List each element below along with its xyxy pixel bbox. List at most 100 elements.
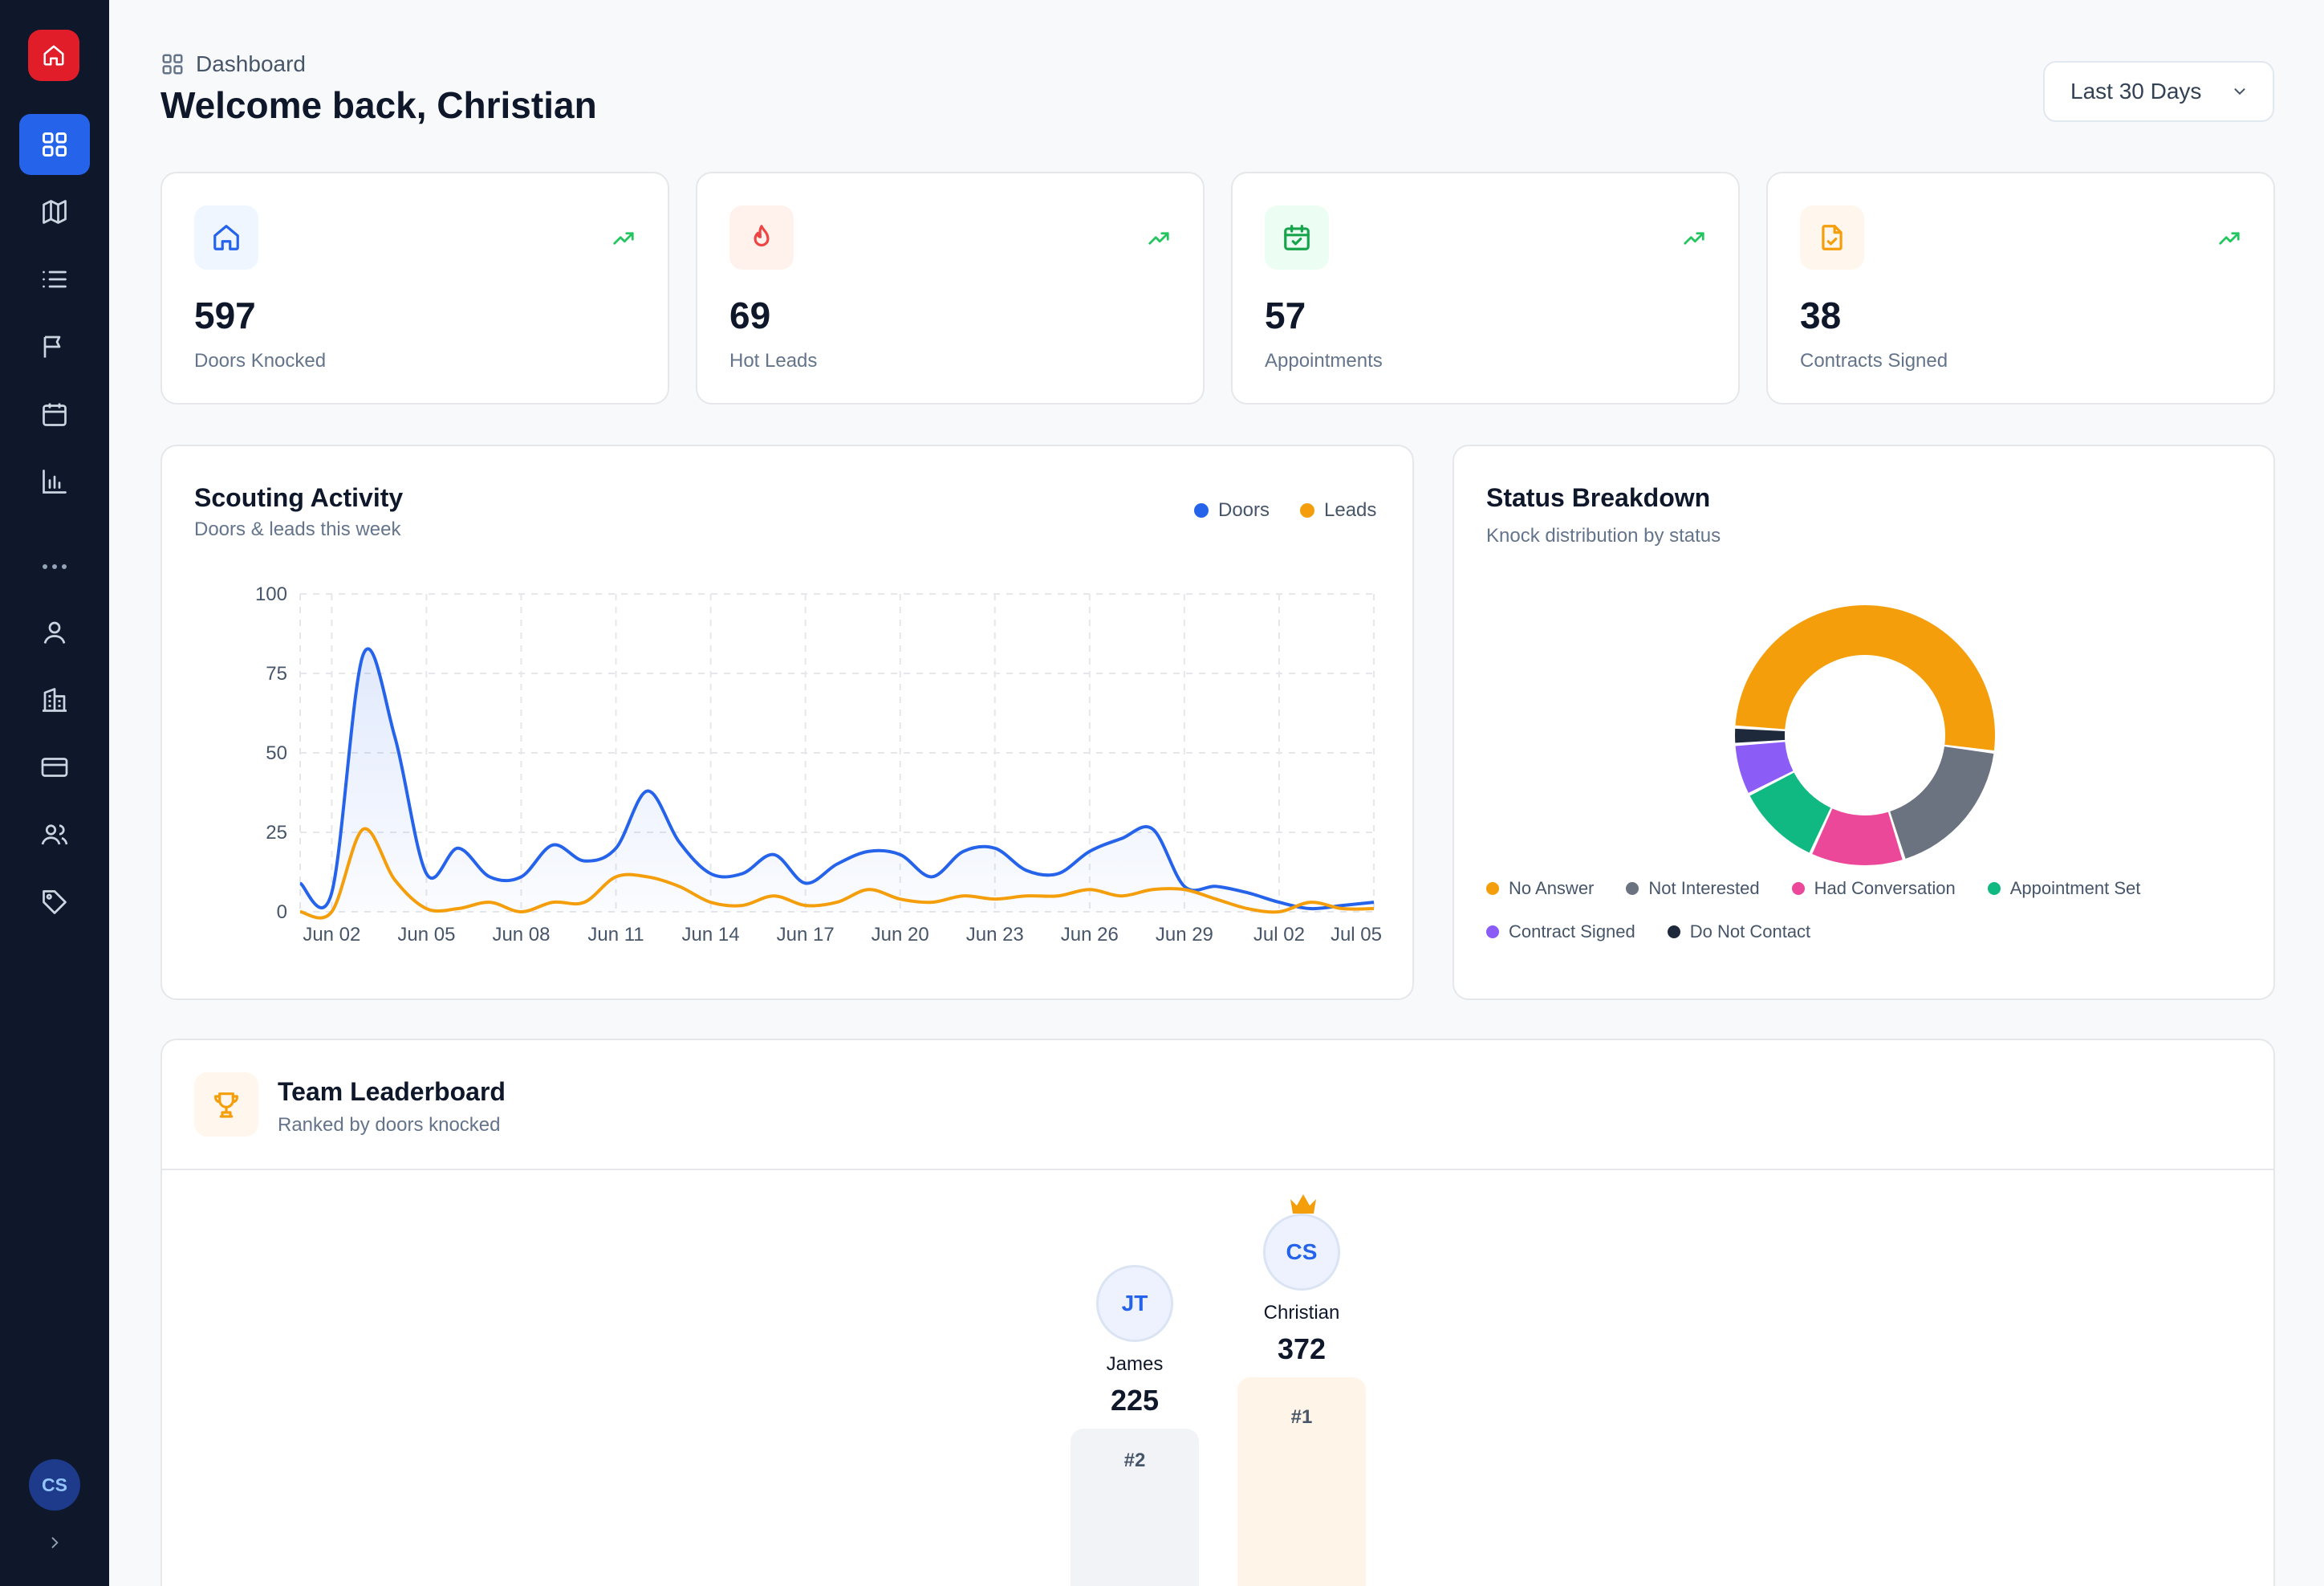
legend-label: Doors	[1218, 499, 1270, 521]
nav-buildings[interactable]	[19, 669, 90, 730]
flame-icon	[754, 225, 770, 247]
legend-swatch	[1194, 503, 1209, 518]
x-tick-label: Jun 05	[397, 924, 455, 946]
divider	[162, 1169, 2273, 1170]
donut-slice-appointment-set[interactable]	[1749, 772, 1831, 853]
list-icon	[43, 270, 67, 288]
series-line-doors	[299, 647, 1375, 911]
trophy-icon	[214, 1092, 238, 1118]
flag-icon	[43, 336, 61, 358]
map-icon	[43, 200, 67, 224]
leader-avatar-1[interactable]: CS	[1263, 1214, 1340, 1291]
x-tick-label: Jun 14	[682, 924, 740, 946]
home-icon	[43, 45, 64, 66]
stat-icon-tile	[1800, 205, 1864, 270]
trophy-icon-tile	[194, 1072, 258, 1137]
legend-label: Appointment Set	[2009, 878, 2141, 898]
leader-score-2: 225	[1110, 1384, 1160, 1417]
sidebar: CS	[0, 0, 109, 1586]
status-legend: No Answer Not Interested Had Conversation A…	[1486, 878, 2208, 942]
chevron-right-icon	[51, 1537, 59, 1548]
building-icon	[43, 688, 67, 712]
breadcrumb: Dashboard	[160, 51, 306, 77]
status-legend-item: Do Not Contact	[1667, 921, 1811, 942]
donut-slice-not-interested[interactable]	[1890, 746, 1994, 859]
x-tick-label: Jul 02	[1253, 924, 1305, 946]
legend-label: Do Not Contact	[1689, 921, 1811, 941]
nav-list[interactable]	[19, 249, 90, 310]
leader-name-2: James	[1106, 1353, 1164, 1375]
stat-card-hot-leads[interactable]: 69 Hot Leads	[696, 172, 1205, 405]
more-dots-icon	[43, 564, 67, 569]
legend-label: Leads	[1324, 499, 1377, 521]
legend-swatch	[1626, 882, 1639, 895]
stat-label: Appointments	[1265, 350, 1383, 372]
card-title: Status Breakdown	[1486, 483, 1711, 512]
nav-dashboard[interactable]	[19, 114, 90, 175]
legend-label: Not Interested	[1648, 878, 1760, 898]
y-tick-label: 75	[266, 663, 287, 685]
card-title: Team Leaderboard	[278, 1077, 506, 1106]
card-subtitle: Knock distribution by status	[1486, 525, 1721, 547]
x-tick-label: Jun 20	[872, 924, 929, 946]
grid-icon	[43, 132, 67, 157]
nav-map[interactable]	[19, 181, 90, 242]
legend-label: Had Conversation	[1814, 878, 1956, 898]
donut-slice-do-not-contact[interactable]	[1735, 728, 1786, 743]
nav-profile[interactable]	[19, 602, 90, 663]
stat-label: Doors Knocked	[194, 350, 327, 372]
legend-label: No Answer	[1509, 878, 1595, 898]
home-icon	[213, 225, 239, 250]
date-range-select[interactable]: Last 30 Days	[2043, 61, 2274, 122]
page-title: Welcome back, Christian	[160, 84, 597, 126]
donut-slice-no-answer[interactable]	[1735, 605, 1995, 750]
trending-up-icon	[613, 232, 634, 245]
users-icon	[41, 824, 68, 845]
nav-reports[interactable]	[19, 451, 90, 512]
stat-label: Contracts Signed	[1800, 350, 1948, 372]
x-tick-label: Jun 29	[1156, 924, 1213, 946]
donut-slice-had-conversation[interactable]	[1812, 808, 1903, 865]
legend-label: Contract Signed	[1509, 921, 1635, 941]
user-icon	[43, 621, 66, 644]
status-legend-item: Contract Signed	[1486, 921, 1635, 942]
card-subtitle: Ranked by doors knocked	[278, 1114, 501, 1136]
x-tick-label: Jul 05	[1331, 924, 1382, 946]
calendar-icon	[43, 403, 67, 426]
nav-flag[interactable]	[19, 316, 90, 377]
y-tick-label: 100	[255, 584, 287, 605]
trending-up-icon	[1684, 232, 1704, 245]
stat-card-contracts[interactable]: 38 Contracts Signed	[1766, 172, 2275, 405]
stat-card-doors[interactable]: 597 Doors Knocked	[160, 172, 669, 405]
sidebar-expand-button[interactable]	[39, 1527, 71, 1559]
nav-more[interactable]	[19, 552, 90, 581]
app-logo[interactable]	[28, 30, 79, 81]
series-line-leads	[299, 827, 1375, 920]
user-avatar[interactable]: CS	[29, 1459, 80, 1511]
status-legend-item: Appointment Set	[1987, 878, 2141, 899]
stat-card-appointments[interactable]: 57 Appointments	[1231, 172, 1740, 405]
podium-block-2: #2	[1071, 1429, 1199, 1586]
doors-area	[300, 649, 1374, 912]
trending-up-icon	[1148, 232, 1169, 245]
legend-swatch	[1791, 882, 1805, 895]
podium-block-1: #1	[1237, 1377, 1366, 1586]
file-check-icon	[1822, 225, 1843, 250]
leader-avatar-2[interactable]: JT	[1096, 1265, 1173, 1342]
tag-icon	[43, 890, 67, 914]
nav-calendar[interactable]	[19, 384, 90, 445]
credit-card-icon	[41, 758, 68, 777]
grid-icon	[162, 54, 183, 75]
nav-team[interactable]	[19, 804, 90, 865]
scouting-activity-card: Scouting Activity Doors & leads this wee…	[160, 445, 1414, 1000]
legend-swatch	[1987, 882, 2001, 895]
x-tick-label: Jun 11	[587, 924, 644, 946]
x-tick-label: Jun 17	[777, 924, 835, 946]
nav-billing[interactable]	[19, 737, 90, 798]
nav-tags[interactable]	[19, 872, 90, 933]
donut-slice-contract-signed[interactable]	[1735, 742, 1794, 793]
rank-label: #2	[1123, 1450, 1146, 1471]
breadcrumb-label: Dashboard	[196, 51, 306, 76]
status-legend-item: Not Interested	[1626, 878, 1760, 899]
stat-value: 69	[729, 295, 771, 336]
